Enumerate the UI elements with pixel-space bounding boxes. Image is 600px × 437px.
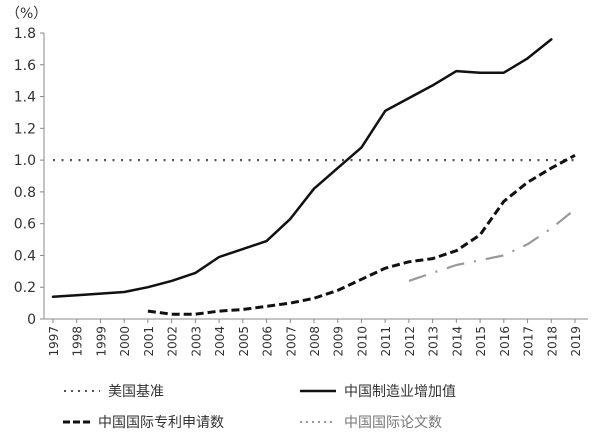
x-tick-label: 2003 [189, 326, 203, 357]
x-tick-label: 2017 [522, 326, 536, 357]
x-tick-label: 2013 [427, 326, 441, 357]
legend-dashed-swatch [63, 420, 91, 424]
series-line-solid [51, 38, 553, 299]
legend-label: 美国基准 [108, 384, 164, 400]
legend-label: 中国国际论文数 [344, 415, 442, 431]
x-tick-label: 2008 [308, 326, 322, 357]
y-tick-label: 1.2 [14, 121, 36, 137]
x-tick-label: 2000 [118, 326, 132, 357]
legend-label: 中国制造业增加值 [344, 384, 456, 400]
x-tick-label: 2009 [332, 326, 346, 357]
y-tick-label: 0.8 [14, 185, 36, 201]
legend-dashdot-swatch [300, 421, 336, 423]
x-tick-label: 2019 [569, 326, 583, 357]
x-tick-label: 2010 [355, 326, 369, 357]
y-tick-label: 0.2 [14, 280, 36, 296]
x-tick-label: 2018 [545, 326, 559, 357]
y-tick-label: 1.4 [14, 90, 36, 106]
legend-item-papers: 中国国际论文数 [298, 412, 442, 432]
y-tick-label: 0.4 [14, 248, 36, 264]
y-tick-label: 0 [27, 312, 36, 328]
line-chart: （%） 0 0.2 0.4 0.6 0.8 1.0 1.2 1.4 1.6 1.8 1997 199… [6, 6, 588, 357]
x-tick-label: 2007 [284, 326, 298, 357]
legend-dotted-swatch [64, 390, 100, 392]
legend-label: 中国国际专利申请数 [98, 415, 224, 431]
x-tick-label: 2006 [261, 326, 275, 357]
x-tick-label: 2011 [379, 326, 393, 357]
y-tick-label: 1.8 [14, 26, 36, 42]
x-tick-label: 2012 [403, 326, 417, 357]
legend-solid-swatch [300, 389, 336, 393]
legend-item-patents: 中国国际专利申请数 [62, 412, 224, 432]
x-tick-label: 1997 [47, 326, 61, 357]
y-tick-label: 1.0 [14, 153, 36, 169]
x-tick-label: 2014 [450, 326, 464, 357]
y-tick-label: 0.6 [14, 217, 36, 233]
legend-item-us-baseline: 美国基准 [62, 381, 164, 401]
y-tick-label: 1.6 [14, 58, 36, 74]
y-axis-unit-label: （%） [6, 6, 47, 22]
x-tick-label: 1998 [71, 326, 85, 357]
x-tick-label: 2001 [142, 326, 156, 357]
series-line-dashdot [408, 208, 576, 282]
x-tick-label: 2016 [498, 326, 512, 357]
x-tick-label: 1999 [94, 326, 108, 357]
x-tick-label: 2005 [237, 326, 251, 357]
x-tick-label: 2015 [474, 326, 488, 357]
x-tick-label: 2004 [213, 326, 227, 357]
x-tick-label: 2002 [166, 326, 180, 357]
legend-item-manufacturing: 中国制造业增加值 [298, 381, 456, 401]
series-line-dashed [147, 153, 576, 316]
